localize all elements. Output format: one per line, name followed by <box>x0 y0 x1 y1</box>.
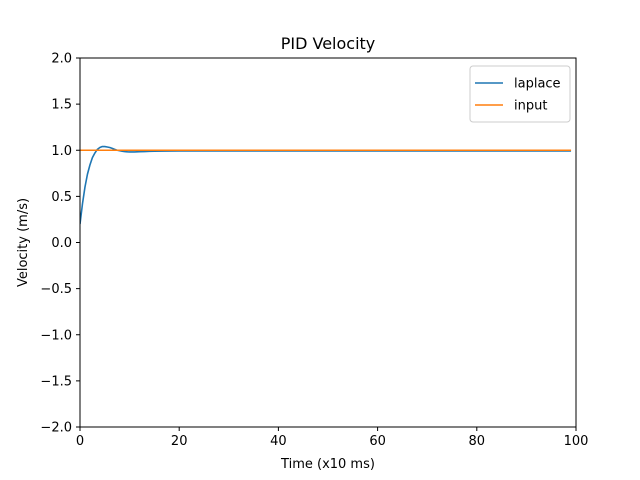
legend-label-laplace: laplace <box>514 77 561 92</box>
legend: laplace input <box>469 65 571 123</box>
y-tick-label: −0.5 <box>40 282 72 297</box>
y-tick-label: 0.5 <box>51 190 72 205</box>
series-layer <box>80 145 572 225</box>
y-tick-label: −1.0 <box>40 328 72 343</box>
y-axis-ticks: −2.0 −1.5 −1.0 −0.5 0.0 0.5 1.0 1.5 2.0 <box>40 52 80 436</box>
y-tick-label: 2.0 <box>51 52 72 67</box>
x-tick-label: 80 <box>469 434 486 449</box>
x-tick-label: 0 <box>76 434 84 449</box>
y-tick-label: 1.0 <box>51 144 72 159</box>
x-tick-label: 100 <box>564 434 589 449</box>
y-tick-label: 1.5 <box>51 98 72 113</box>
x-axis-label: Time (x10 ms) <box>280 457 375 472</box>
legend-label-input: input <box>514 99 547 114</box>
x-tick-label: 20 <box>171 434 188 449</box>
x-tick-label: 40 <box>270 434 287 449</box>
chart-title: PID Velocity <box>281 34 376 53</box>
y-tick-label: 0.0 <box>51 236 72 251</box>
y-axis-label: Velocity (m/s) <box>16 198 31 287</box>
y-tick-label: −1.5 <box>40 374 72 389</box>
y-tick-label: −2.0 <box>40 421 72 436</box>
legend-box <box>469 65 571 123</box>
x-axis-ticks: 0 20 40 60 80 100 <box>76 427 589 449</box>
x-tick-label: 60 <box>369 434 386 449</box>
